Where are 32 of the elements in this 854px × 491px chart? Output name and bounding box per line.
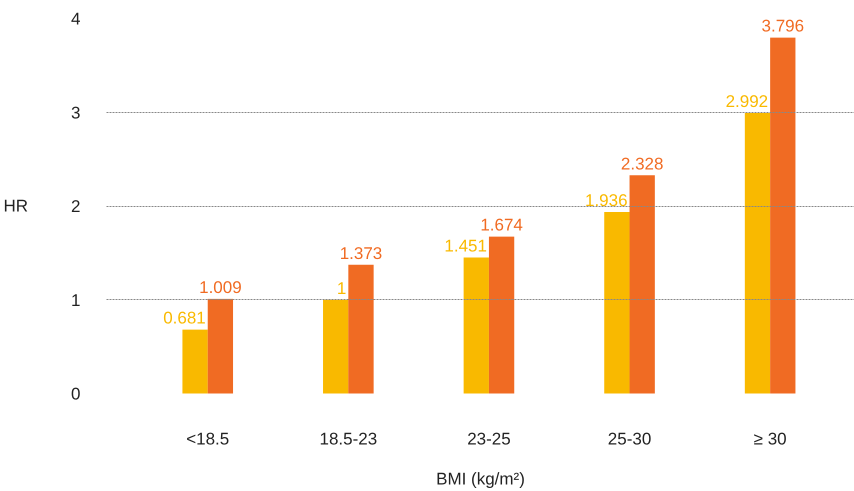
- data-label: 1: [336, 278, 346, 298]
- y-tick-label: 1: [71, 290, 81, 310]
- x-tick-label: 25-30: [608, 430, 652, 448]
- x-axis-title: BMI (kg/m²): [436, 470, 525, 488]
- bar: [348, 264, 374, 394]
- bar: [630, 175, 655, 394]
- bar: [464, 257, 489, 394]
- x-tick-label: ≥ 30: [754, 430, 787, 448]
- bar: [744, 113, 770, 394]
- bar: [604, 212, 630, 394]
- x-tick-label: <18.5: [186, 430, 230, 448]
- y-tick-label: 4: [71, 10, 81, 28]
- data-label: 2.992: [726, 92, 768, 111]
- bar: [182, 330, 208, 394]
- data-label: 2.328: [620, 154, 664, 174]
- data-label: 0.681: [163, 308, 206, 328]
- bar: [488, 236, 514, 394]
- bar: [323, 300, 348, 394]
- bar: [208, 298, 234, 394]
- x-tick-label: 18.5-23: [320, 430, 378, 448]
- x-tick-label: 23-25: [467, 430, 511, 448]
- y-tick-label: 2: [71, 197, 81, 216]
- y-axis-title: HR: [3, 196, 28, 216]
- data-label: 1.451: [444, 236, 487, 256]
- data-label: 1.674: [480, 216, 523, 235]
- data-label: 1.009: [199, 278, 242, 297]
- y-tick-label: 0: [71, 384, 81, 404]
- bar: [770, 38, 796, 394]
- data-label: 1.373: [340, 244, 382, 263]
- data-label: 3.796: [762, 16, 804, 36]
- y-tick-label: 3: [71, 103, 81, 122]
- data-label: 1.936: [584, 191, 628, 210]
